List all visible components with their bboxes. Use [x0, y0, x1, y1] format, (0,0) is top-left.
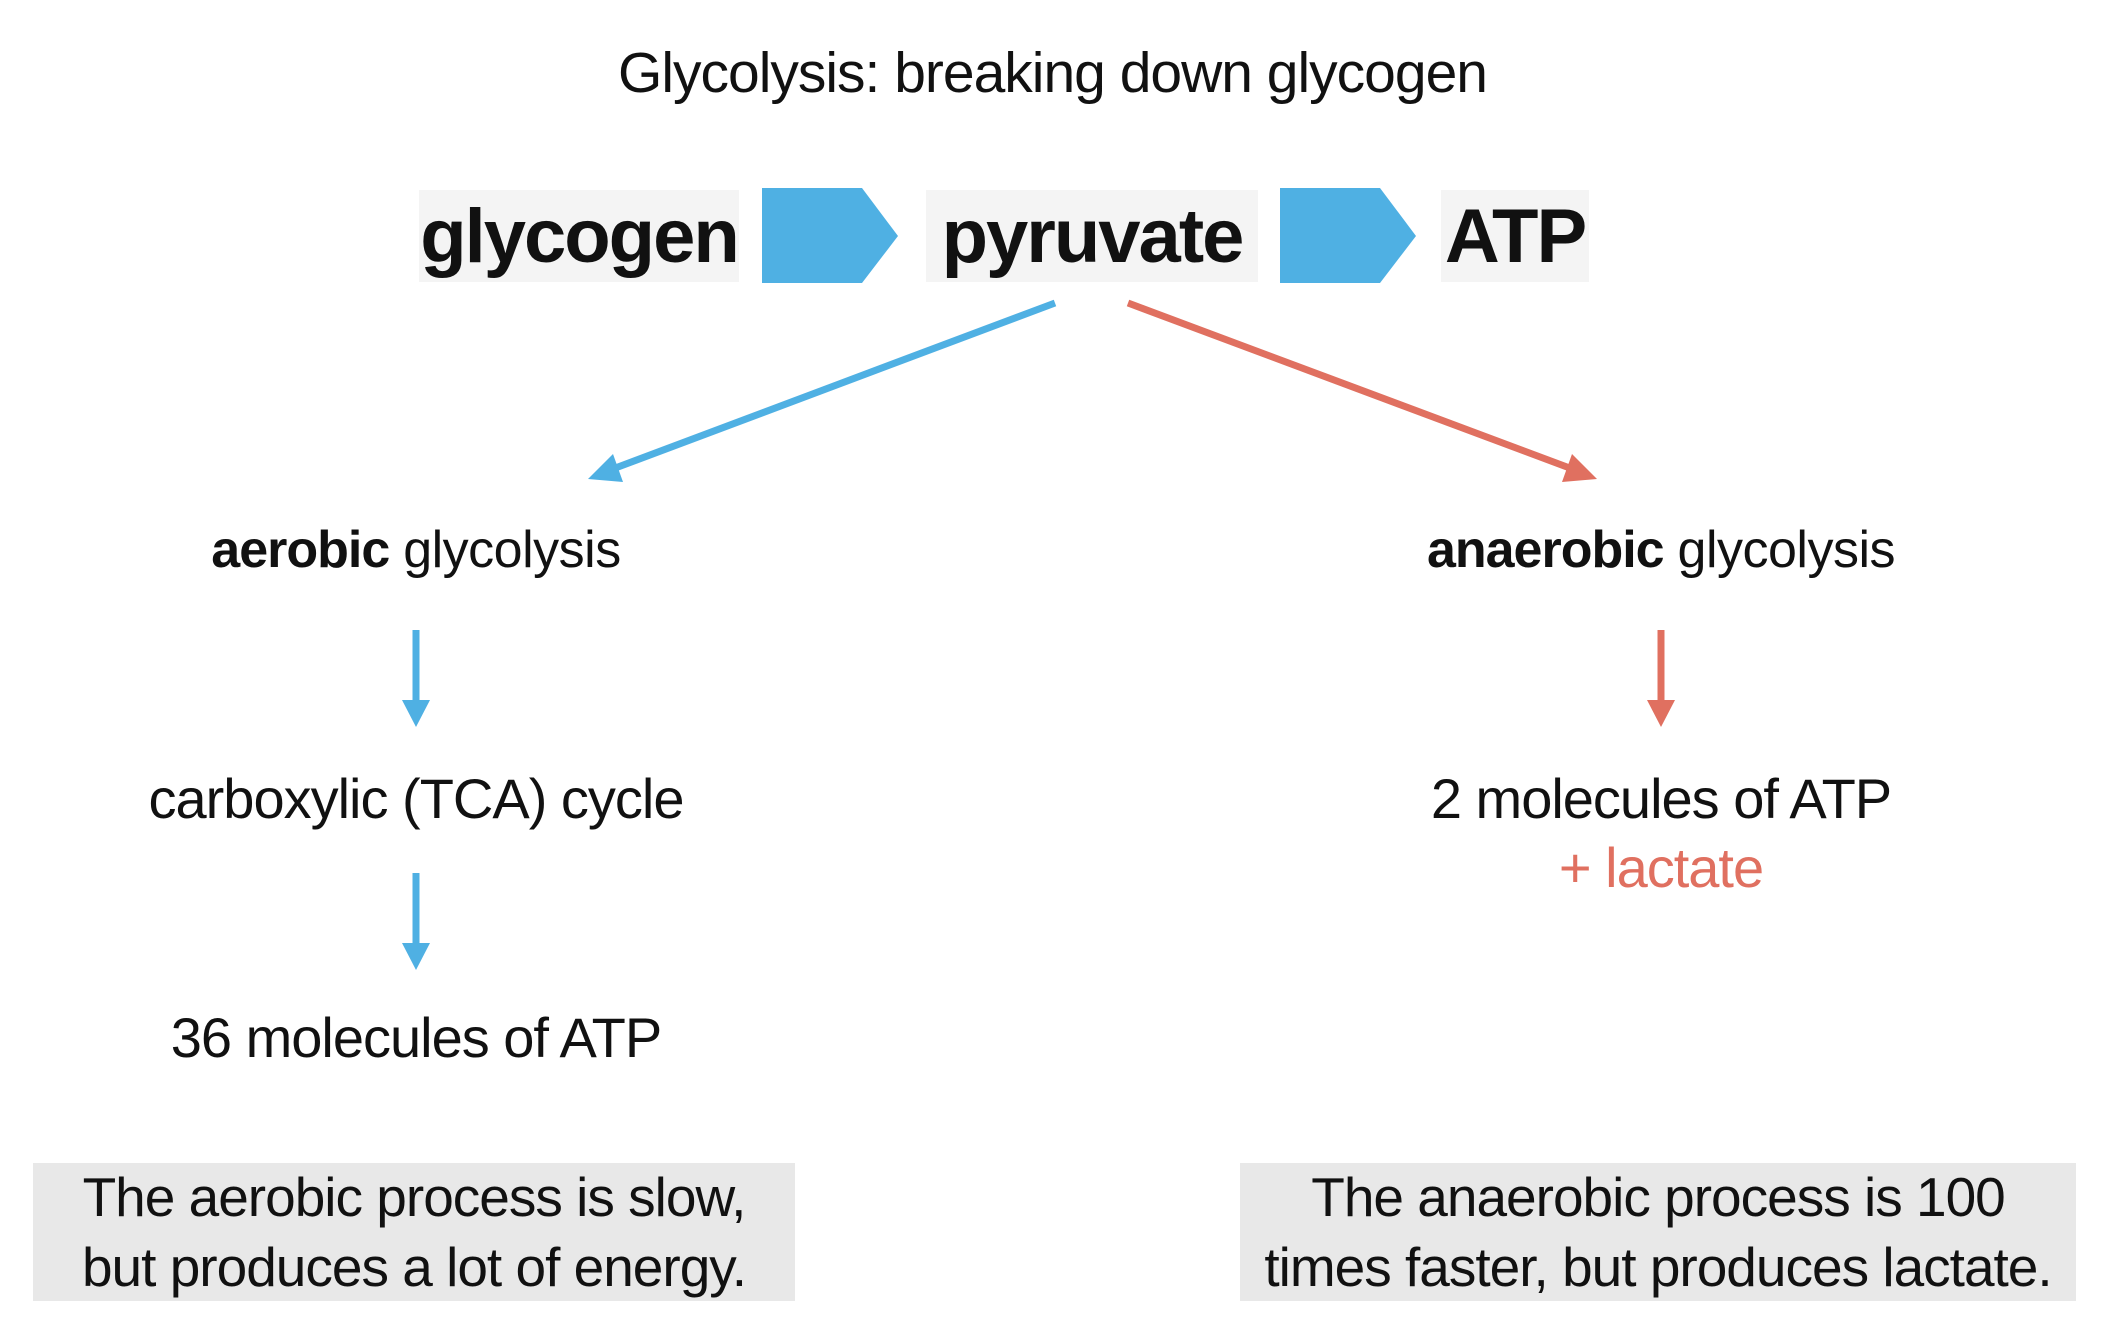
anaerobic-label-bold: anaerobic: [1426, 521, 1665, 579]
anaerobic-label-rest: glycolysis: [1663, 521, 1896, 579]
arrowhead-aerobic: [588, 454, 623, 482]
pyruvate-box: pyruvate: [926, 190, 1258, 282]
arrowhead-anaerobic-down: [1647, 700, 1675, 727]
aerobic-glycolysis-label: aerobic glycolysis: [116, 520, 716, 580]
pyruvate-label: pyruvate: [941, 193, 1245, 279]
aerobic-step-atp-36: 36 molecules of ATP: [170, 1006, 662, 1069]
anaerobic-note-line-2: times faster, but produces lactate.: [1264, 1236, 2052, 1298]
anaerobic-note: The anaerobic process is 100 times faste…: [1240, 1163, 2076, 1301]
chevron-arrow-glycogen-pyruvate: [762, 188, 898, 283]
atp-label: ATP: [1444, 193, 1587, 279]
aerobic-label-bold: aerobic: [211, 521, 390, 579]
anaerobic-step-atp-2: 2 molecules of ATP: [1430, 767, 1892, 830]
chevron-arrow-pyruvate-atp: [1280, 188, 1416, 283]
aerobic-note-line-1: The aerobic process is slow,: [82, 1166, 747, 1228]
arrowhead-aerobic-down-2: [402, 943, 430, 970]
diagram-title: Glycolysis: breaking down glycogen: [618, 41, 1488, 105]
arrow-line-aerobic: [608, 299, 1057, 474]
glycogen-box: glycogen: [419, 190, 740, 282]
glycogen-label: glycogen: [420, 193, 740, 279]
aerobic-step-tca-cycle: carboxylic (TCA) cycle: [148, 767, 685, 830]
arrowhead-anaerobic: [1562, 454, 1597, 482]
anaerobic-glycolysis-label: anaerobic glycolysis: [1361, 520, 1961, 580]
aerobic-label-rest: glycolysis: [389, 521, 621, 579]
aerobic-note: The aerobic process is slow, but produce…: [33, 1163, 795, 1301]
atp-box: ATP: [1441, 190, 1589, 282]
anaerobic-step-lactate: + lactate: [1558, 836, 1764, 899]
aerobic-note-line-2: but produces a lot of energy.: [81, 1236, 747, 1298]
arrowhead-aerobic-down-1: [402, 700, 430, 727]
anaerobic-note-line-1: The anaerobic process is 100: [1311, 1166, 2006, 1228]
arrow-line-anaerobic: [1126, 299, 1577, 474]
